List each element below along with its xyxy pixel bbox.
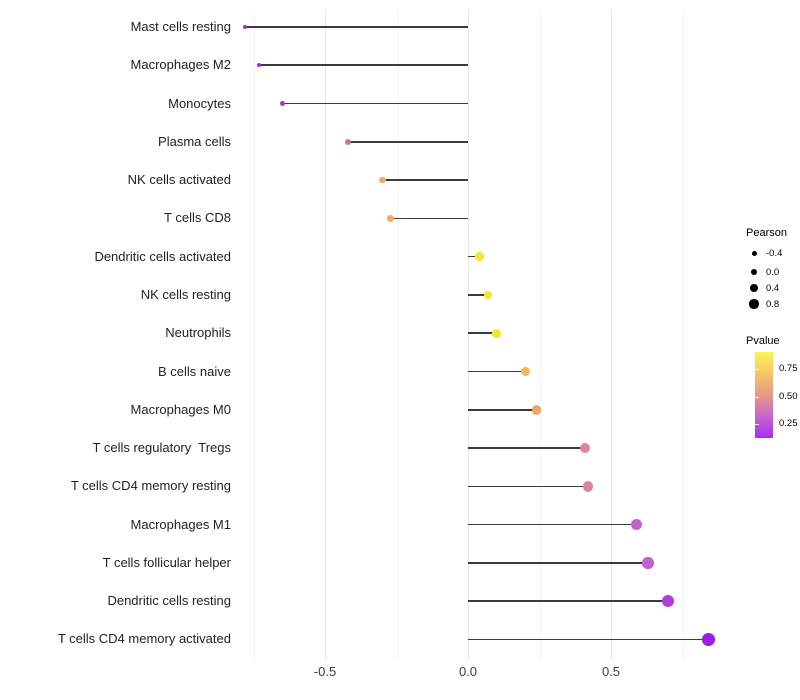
gridline-major (325, 10, 326, 660)
lollipop-stem (468, 523, 637, 526)
y-axis-label: Dendritic cells activated (94, 248, 231, 264)
lollipop-stem (468, 600, 669, 602)
data-point (531, 405, 542, 415)
legend-pearson-title: Pearson (746, 227, 787, 239)
data-point (580, 442, 591, 454)
data-point (520, 366, 530, 377)
data-point (257, 63, 262, 68)
legend-pearson-key-label: 0.8 (766, 298, 780, 310)
colorbar-tick-label: 0.50 (779, 391, 798, 402)
y-axis-label: Macrophages M2 (130, 57, 231, 73)
legend-pearson-key-dot (751, 250, 757, 256)
data-point (483, 290, 493, 300)
gridline-minor (253, 10, 255, 660)
legend-pearson-key-label: 0.4 (766, 282, 780, 294)
y-axis-label: B cells naive (158, 363, 231, 379)
y-axis-label: T cells CD8 (164, 210, 231, 226)
y-axis-label: T cells follicular helper (102, 554, 231, 570)
legend-pearson-key-label: -0.4 (766, 247, 783, 259)
gridline-minor (396, 10, 398, 660)
legend-pvalue-title: Pvalue (746, 335, 780, 347)
lollipop-stem (468, 332, 497, 335)
y-axis-label: T cells CD4 memory activated (57, 631, 231, 647)
data-point (642, 557, 654, 569)
colorbar-tick-label: 0.25 (779, 418, 798, 429)
y-axis-label: Mast cells resting (130, 19, 231, 34)
lollipop-stem (390, 217, 468, 220)
lollipop-stem (244, 26, 468, 28)
lollipop-stem (259, 64, 468, 67)
colorbar-tick-mark (755, 369, 759, 371)
data-point (662, 595, 675, 608)
y-axis-label: Plasma cells (158, 133, 231, 149)
gridline-minor (682, 10, 684, 660)
legend-pearson-key-dot (750, 268, 758, 276)
lollipop-stem (468, 370, 526, 373)
y-axis-label: Monocytes (168, 95, 231, 111)
lollipop-stem (382, 179, 468, 181)
colorbar-tick-label: 0.75 (779, 363, 798, 374)
y-axis-label: Dendritic cells resting (107, 593, 231, 609)
gridline-minor (539, 10, 541, 660)
y-axis-label: Macrophages M1 (130, 516, 231, 532)
gridline-major (468, 10, 469, 660)
lollipop-stem (468, 447, 586, 449)
y-axis-label: Neutrophils (165, 325, 231, 341)
legend-pearson-key-dot (750, 284, 758, 292)
y-axis-label: NK cells resting (140, 286, 231, 302)
lollipop-stem (468, 485, 589, 488)
pvalue-colorbar-gradient (755, 352, 773, 438)
data-point (279, 101, 285, 106)
x-tick-label: -0.5 (313, 664, 337, 679)
legend-pearson-key-dot (749, 299, 759, 309)
data-point (242, 24, 247, 30)
lollipop-stem (468, 294, 489, 296)
data-point (492, 328, 501, 338)
lollipop-stem (468, 255, 480, 258)
y-axis-label: T cells regulatory Tregs (92, 440, 231, 456)
data-point (631, 519, 643, 531)
y-axis-label: Macrophages M0 (130, 401, 231, 417)
x-tick-label: 0.5 (601, 664, 621, 679)
gridline-major (611, 10, 612, 660)
data-point (387, 215, 395, 222)
data-point (344, 138, 351, 145)
y-axis-label: NK cells activated (127, 172, 231, 188)
legend-pearson-key-label: 0.0 (766, 266, 780, 278)
data-point (475, 252, 484, 261)
lollipop-stem (468, 638, 709, 641)
lollipop-stem (282, 102, 468, 105)
x-tick-label: 0.0 (458, 664, 478, 679)
lollipop-stem (468, 409, 537, 411)
y-axis-label: T cells CD4 memory resting (70, 478, 231, 494)
data-point (582, 481, 594, 492)
lollipop-stem (347, 141, 468, 143)
data-point (701, 633, 715, 646)
data-point (378, 176, 386, 184)
colorbar-tick-mark (755, 424, 759, 426)
lollipop-stem (468, 562, 649, 564)
colorbar-tick-mark (755, 397, 759, 399)
